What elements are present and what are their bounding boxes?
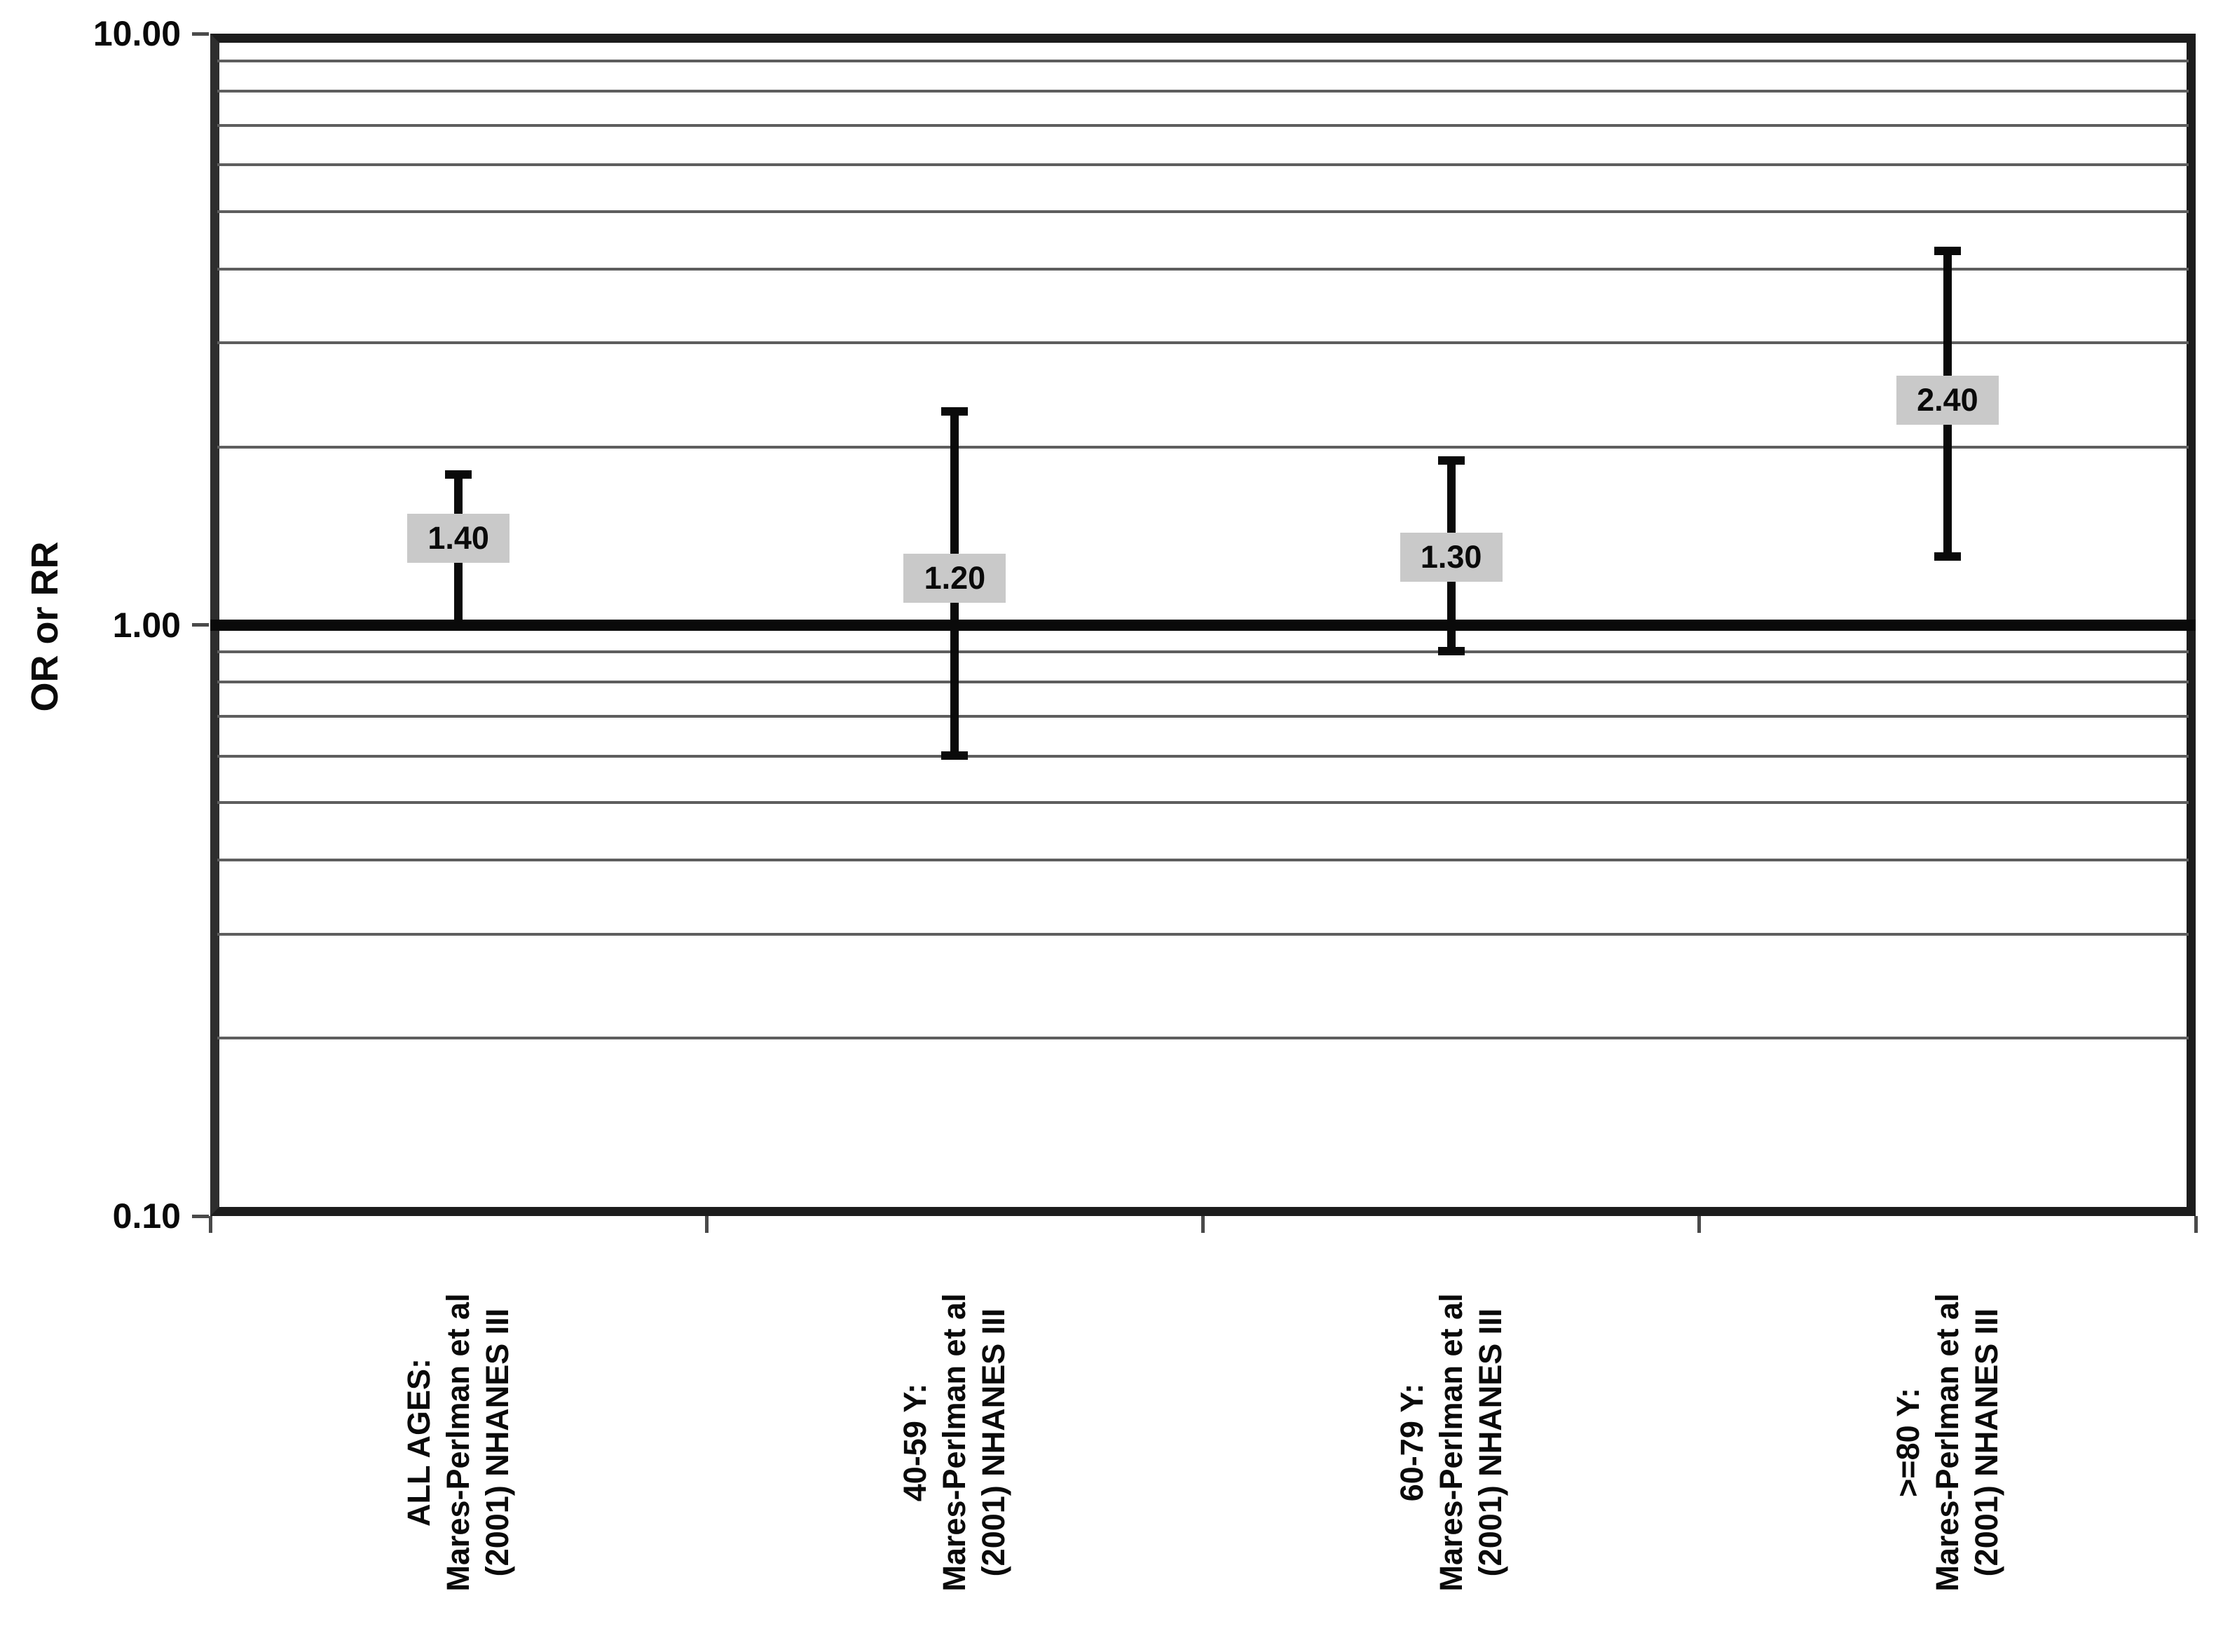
gridline (217, 754, 2189, 758)
y-tick (192, 623, 209, 627)
category-label-line: Mares-Perlman et al (936, 1293, 973, 1592)
point-value-label: 2.40 (1896, 375, 1999, 425)
y-tick-label: 10.00 (93, 14, 181, 53)
reference-line (210, 619, 2196, 631)
gridline (217, 715, 2189, 718)
x-tick (208, 1216, 212, 1233)
y-tick-label: 0.10 (112, 1196, 181, 1236)
category-label-line: (2001) NHANES III (479, 1308, 516, 1577)
gridline (217, 681, 2189, 684)
gridline (217, 445, 2189, 449)
gridline (217, 89, 2189, 93)
error-bar-cap-bottom (1934, 552, 1961, 561)
gridline (217, 932, 2189, 936)
error-bar-cap-bottom (445, 620, 472, 629)
error-bar-cap-top (1934, 247, 1961, 256)
point-value-label: 1.30 (1400, 533, 1503, 582)
x-tick (704, 1216, 709, 1233)
x-tick (2194, 1216, 2198, 1233)
category-label: 40-59 Y: Mares-Perlman et al (2001) NHANES… (896, 1235, 1013, 1650)
gridline (217, 267, 2189, 271)
gridline (217, 650, 2189, 654)
gridline (217, 341, 2189, 345)
category-label-line: ALL AGES: (401, 1358, 437, 1527)
error-bar-cap-top (1437, 456, 1465, 465)
error-bar-cap-top (445, 470, 472, 479)
gridline (217, 859, 2189, 862)
gridline (217, 123, 2189, 127)
error-bar-cap-top (941, 407, 969, 416)
error-bar-cap-bottom (941, 751, 969, 760)
gridline (217, 801, 2189, 805)
category-label: ALL AGES: Mares-Perlman et al (2001) NHANE… (399, 1235, 517, 1650)
category-label-line: Mares-Perlman et al (1929, 1293, 1965, 1592)
x-tick (1697, 1216, 1702, 1233)
category-label-line: (2001) NHANES III (1472, 1308, 1508, 1577)
category-label: 60-79 Y: Mares-Perlman et al (2001) NHANES… (1393, 1235, 1510, 1650)
error-bar-cap-bottom (1437, 647, 1465, 656)
gridline (217, 163, 2189, 167)
category-label-line: Mares-Perlman et al (440, 1293, 477, 1592)
y-tick (192, 32, 209, 36)
gridline (217, 1037, 2189, 1040)
y-tick (192, 1214, 209, 1218)
x-tick (1201, 1216, 1205, 1233)
category-label: >=80 Y: Mares-Perlman et al (2001) NHANES … (1889, 1235, 2006, 1650)
category-label-line: 60-79 Y: (1393, 1383, 1430, 1502)
category-label-line: 40-59 Y: (897, 1383, 933, 1502)
category-label-line: (2001) NHANES III (1968, 1308, 2004, 1577)
category-label-line: (2001) NHANES III (976, 1308, 1012, 1577)
point-value-label: 1.20 (903, 553, 1006, 603)
category-label-line: >=80 Y: (1889, 1388, 1926, 1497)
point-value-label: 1.40 (407, 514, 510, 564)
category-label-line: Mares-Perlman et al (1432, 1293, 1469, 1592)
gridline (217, 59, 2189, 62)
gridline (217, 210, 2189, 213)
y-tick-label: 1.00 (112, 605, 181, 645)
